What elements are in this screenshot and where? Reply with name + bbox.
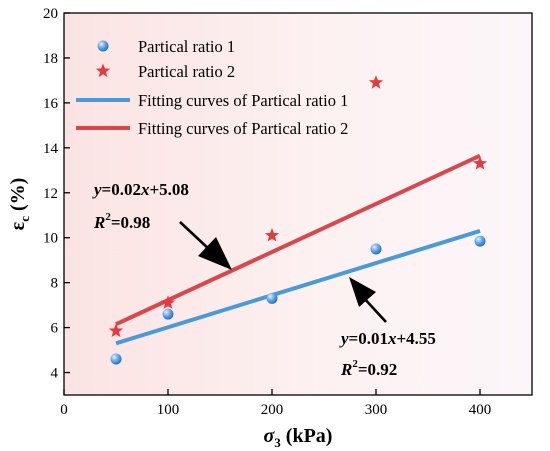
y-tick-label: 18 [43, 51, 58, 67]
data-point-ratio-2 [472, 156, 488, 170]
y-tick-label: 14 [43, 141, 59, 157]
data-point-ratio-2 [264, 228, 280, 242]
fit-lines [115, 153, 481, 346]
legend-label-ratio-2: Partical ratio 2 [138, 62, 235, 81]
fit-line-ratio-2 [115, 153, 481, 327]
data-point-ratio-2 [368, 75, 384, 89]
legend-label-fit-1: Fitting curves of Partical ratio 1 [138, 91, 348, 110]
data-point-ratio-2 [108, 323, 124, 337]
y-tick-label: 4 [51, 366, 59, 382]
legend: Partical ratio 1 Partical ratio 2 Fitting … [76, 37, 348, 138]
legend-label-fit-2: Fitting curves of Partical ratio 2 [138, 119, 348, 138]
data-point-ratio-1 [162, 308, 174, 320]
annotation-arrow-ratio-1 [349, 277, 387, 323]
data-point-ratio-2 [160, 295, 176, 309]
x-tick-label: 0 [60, 402, 68, 418]
plot-frame [63, 12, 533, 396]
plot-background [64, 13, 532, 395]
data-point-ratio-1 [110, 353, 122, 365]
legend-marker-ratio-2 [95, 63, 111, 78]
legend-marker-ratio-1 [97, 40, 109, 52]
axis-ticks: 0 100 200 300 400 4 6 8 10 12 14 16 18 20 [43, 6, 491, 418]
fit-equation-ratio-2: y=0.02x+5.08 [92, 180, 189, 199]
x-tick-label: 300 [365, 402, 388, 418]
x-tick-label: 100 [157, 402, 180, 418]
x-axis-title: σ3 (kPa) [264, 425, 333, 450]
y-axis-title: εc (%) [7, 178, 32, 231]
x-tick-label: 400 [469, 402, 492, 418]
fit-line-ratio-1 [115, 229, 481, 346]
y-tick-label: 12 [43, 186, 58, 202]
y-tick-label: 20 [43, 6, 58, 22]
x-tick-label: 200 [261, 402, 284, 418]
y-tick-label: 8 [51, 276, 59, 292]
fit-r2-ratio-1: R2=0.92 [340, 358, 397, 379]
legend-label-ratio-1: Partical ratio 1 [138, 37, 235, 56]
fit-r2-ratio-2: R2=0.98 [93, 211, 150, 232]
fit-equation-ratio-1: y=0.01x+4.55 [339, 329, 436, 348]
annotation-arrow-ratio-2 [179, 221, 232, 270]
y-tick-label: 6 [51, 321, 59, 337]
data-point-ratio-1 [266, 292, 278, 304]
data-point-ratio-1 [370, 243, 382, 255]
y-tick-label: 10 [43, 231, 58, 247]
data-point-ratio-1 [474, 235, 486, 247]
y-tick-label: 16 [43, 96, 59, 112]
data-points [108, 75, 488, 365]
